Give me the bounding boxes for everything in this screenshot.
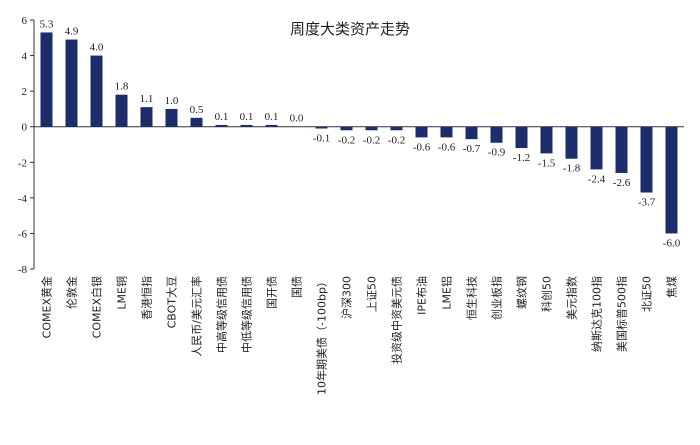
category-label: 10年期美债（-100bp）	[315, 276, 329, 395]
bar	[215, 124, 228, 127]
category-label: LME铜	[115, 276, 129, 310]
category-label: 焦煤	[666, 276, 679, 298]
data-label: 0.1	[265, 111, 279, 123]
category-label: 美国标普500指	[615, 276, 629, 352]
data-label: 5.3	[40, 18, 54, 30]
bar	[190, 117, 203, 127]
data-label: -1.8	[563, 163, 581, 175]
data-label: -0.7	[463, 143, 481, 155]
bar	[265, 124, 278, 127]
y-tick-label: -4	[18, 193, 28, 205]
bar	[390, 126, 403, 131]
data-label: 1.8	[115, 81, 129, 93]
data-labels: 5.3 4.9 4.0 1.8 1.1 1.0 0.5 0.1 0.1 0.1 0.0 -0.1 -0.…	[40, 18, 681, 249]
bar	[615, 126, 628, 173]
category-label: LME铝	[440, 276, 454, 310]
data-label: -1.2	[513, 152, 530, 164]
data-label: 0.0	[290, 113, 304, 125]
y-tick-label: -8	[18, 264, 28, 276]
data-label: 0.1	[215, 111, 229, 123]
category-label: COMEX黄金	[40, 276, 54, 338]
data-label: -6.0	[663, 237, 681, 249]
bar	[115, 94, 128, 127]
bar	[565, 126, 578, 159]
data-label: -0.1	[313, 132, 330, 144]
data-label: 4.0	[90, 42, 104, 54]
bar	[90, 55, 103, 127]
data-label: -0.2	[388, 134, 405, 146]
bar	[340, 126, 353, 131]
data-label: 0.1	[240, 111, 254, 123]
y-tick-label: -6	[18, 228, 28, 240]
category-label: 螺纹钢	[515, 276, 529, 309]
bar	[415, 126, 428, 138]
bar	[590, 126, 603, 170]
bar	[40, 32, 53, 127]
category-labels: COMEX黄金 伦敦金 COMEX白银 LME铜 香港恒指 CBOT大豆 人民币/美元汇率中…	[40, 276, 679, 395]
y-tick-label: 6	[22, 15, 28, 27]
category-label: 上证50	[366, 276, 379, 312]
category-label: 北证50	[641, 276, 654, 312]
bar	[465, 126, 478, 140]
data-label: -2.4	[588, 173, 606, 185]
y-tick-label: 4	[22, 51, 28, 63]
data-label: 1.0	[165, 95, 179, 107]
category-label: 国开债	[265, 276, 279, 309]
data-label: 0.5	[190, 104, 204, 116]
category-label: 沪深300	[340, 276, 354, 319]
bar	[65, 39, 78, 127]
bar	[140, 107, 153, 127]
bar	[640, 126, 653, 193]
bar	[240, 124, 253, 127]
data-label: -0.2	[338, 134, 355, 146]
category-label: 美元指数	[565, 276, 579, 320]
data-label: -0.6	[413, 141, 431, 153]
category-label: 恒生科技	[465, 276, 479, 320]
category-label: 香港恒指	[140, 276, 154, 320]
data-label: -0.6	[438, 141, 456, 153]
category-label: 伦敦金	[65, 276, 79, 309]
category-label: 中低等级信用债	[240, 276, 254, 353]
data-label: 1.1	[140, 93, 154, 105]
category-label: IPE布油	[415, 276, 429, 315]
category-label: 科创50	[540, 276, 554, 312]
data-label: 4.9	[65, 26, 79, 38]
y-tick-label: 0	[22, 122, 28, 134]
category-label: 中高等级信用债	[215, 276, 229, 353]
data-label: -1.5	[538, 157, 556, 169]
bar	[165, 108, 178, 127]
category-label: COMEX白银	[90, 276, 104, 338]
category-label: 国债	[290, 276, 304, 298]
bars	[40, 32, 678, 234]
bar	[665, 126, 678, 234]
data-label: -0.2	[363, 134, 380, 146]
data-label: -2.6	[613, 177, 631, 189]
category-label: CBOT大豆	[165, 276, 179, 328]
y-tick-label: -2	[18, 157, 27, 169]
data-label: -0.9	[488, 147, 506, 159]
bar	[440, 126, 453, 138]
bar	[315, 126, 328, 129]
bar	[490, 126, 503, 143]
bar	[365, 126, 378, 131]
category-label: 人民币/美元汇率	[190, 276, 204, 357]
category-label: 纳斯达克100指	[590, 276, 604, 352]
category-label: 创业板指	[490, 276, 504, 320]
chart-title: 周度大类资产走势	[290, 20, 410, 38]
bar	[540, 126, 553, 154]
data-label: -3.7	[638, 197, 656, 209]
category-label: 投资级中资美元债	[390, 276, 404, 364]
y-tick-label: 2	[22, 86, 28, 98]
bar	[515, 126, 528, 149]
